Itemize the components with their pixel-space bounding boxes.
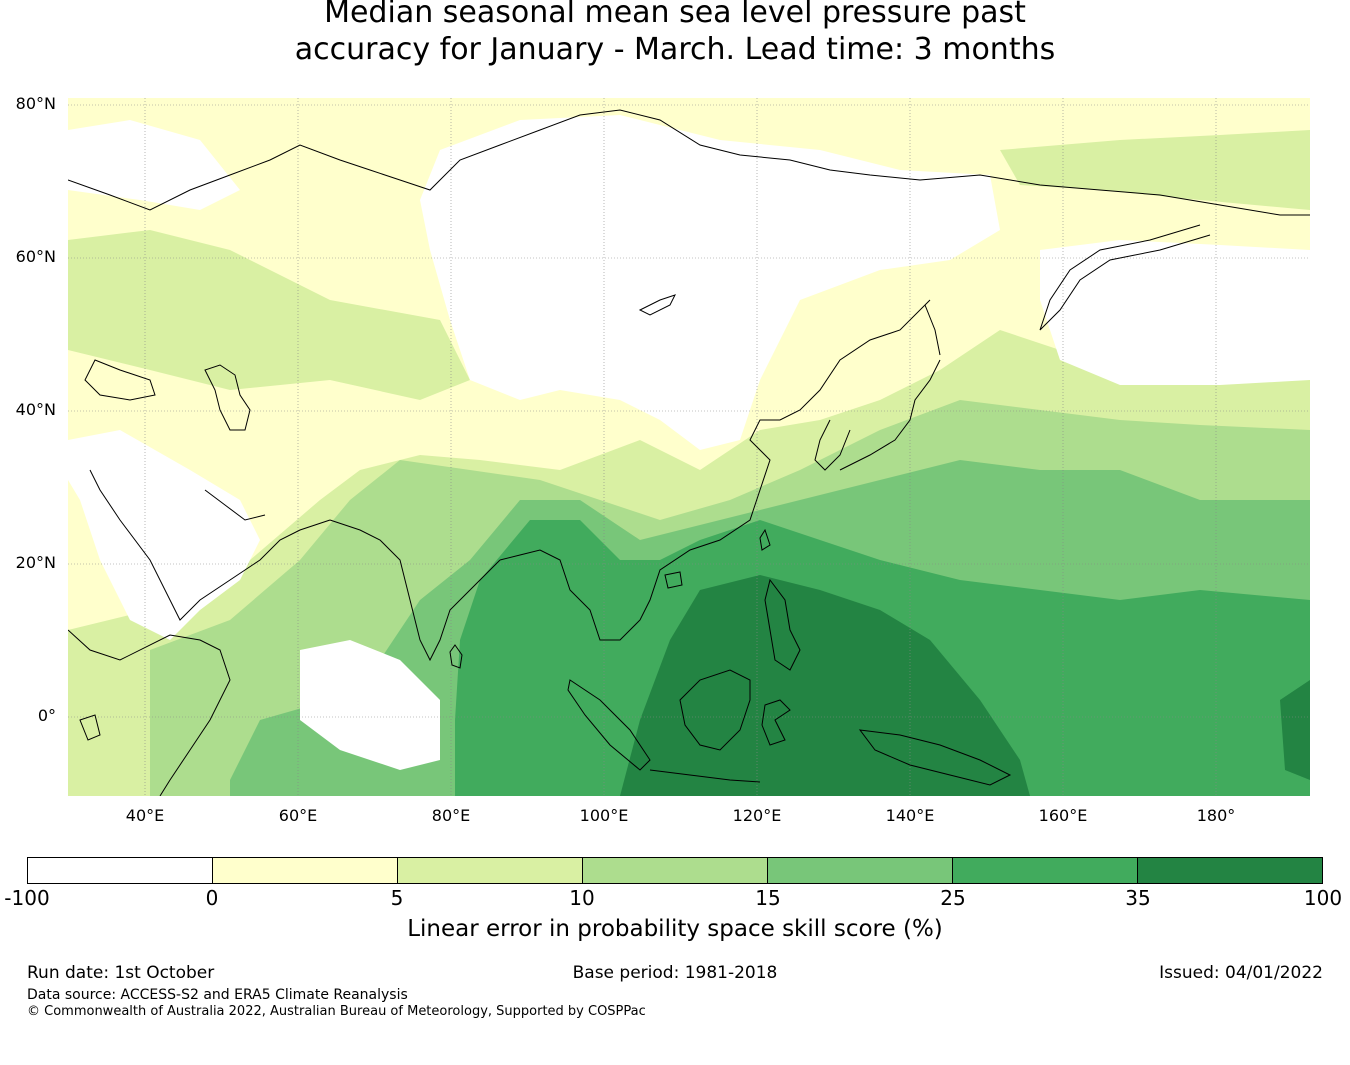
coast-taiwan	[759, 528, 771, 551]
lon-label-40: 40°E	[125, 806, 165, 825]
colorbar-segment-neg	[28, 858, 213, 883]
chart-title: Median seasonal mean sea level pressure …	[0, 0, 1350, 68]
coast-sumatra	[567, 679, 651, 771]
field-negative-arabia	[68, 430, 260, 640]
colorbar-tick: 25	[940, 886, 966, 910]
lat-label-60: 60°N	[15, 247, 56, 266]
lat-label-40: 40°N	[15, 400, 56, 419]
colorbar-label: Linear error in probability space skill …	[407, 916, 943, 942]
data-source: Data source: ACCESS-S2 and ERA5 Climate …	[27, 987, 408, 1003]
copyright: © Commonwealth of Australia 2022, Austra…	[27, 1004, 646, 1019]
coast-sri-lanka	[449, 644, 463, 669]
colorbar-segment-5-10	[398, 858, 583, 883]
colorbar-tick: 0	[205, 886, 219, 910]
run-date: Run date: 1st October	[27, 963, 215, 983]
field-5-10-north	[1000, 130, 1310, 210]
field-negative-siberia	[420, 115, 1000, 450]
title-line-2: accuracy for January - March. Lead time:…	[294, 32, 1056, 67]
colorbar-segment-15-25	[768, 858, 953, 883]
colorbar-segment-10-15	[583, 858, 768, 883]
coast-sulawesi	[761, 699, 791, 746]
coast-east-asia	[499, 299, 931, 641]
colorbar-tick: 35	[1125, 886, 1151, 910]
colorbar-tick: 5	[390, 886, 404, 910]
colorbar-tick: -100	[4, 886, 50, 910]
coast-arabia	[89, 469, 331, 621]
colorbar-tick: 10	[569, 886, 595, 910]
coast-korea	[814, 419, 851, 471]
coast-madagascar-area	[79, 714, 101, 741]
field-5-10-west	[68, 230, 470, 400]
coast-japan	[839, 359, 941, 471]
coast-africa-east	[68, 629, 231, 796]
coastlines	[68, 109, 1310, 796]
coast-black-sea	[84, 359, 156, 401]
colorbar-segment-0-5	[213, 858, 398, 883]
coast-persian-gulf	[204, 489, 266, 521]
lon-label-180: 180°	[1196, 806, 1236, 825]
coast-caspian	[204, 364, 251, 431]
lon-label-120: 120°E	[732, 806, 782, 825]
colorbar-tick: 100	[1303, 886, 1343, 910]
coast-eurasia-north	[68, 109, 1310, 216]
field-negative-pacific	[1040, 240, 1310, 385]
colorbar	[27, 857, 1323, 884]
skill-score-map	[68, 98, 1310, 796]
coast-baikal	[638, 294, 676, 316]
colorbar-segment-35-100	[1138, 858, 1322, 883]
lon-label-100: 100°E	[579, 806, 629, 825]
lat-label-0: 0°	[37, 706, 56, 725]
field-35-100	[620, 575, 1030, 796]
lon-label-80: 80°E	[431, 806, 471, 825]
coast-new-guinea	[858, 729, 1012, 786]
base-period: Base period: 1981-2018	[572, 963, 778, 983]
coast-java	[649, 769, 761, 783]
coast-hainan	[664, 571, 683, 589]
coast-philippines	[764, 578, 801, 671]
lat-label-80: 80°N	[15, 94, 56, 113]
field-negative-indian-ocean	[300, 640, 440, 770]
lat-label-20: 20°N	[15, 553, 56, 572]
colorbar-segment-25-35	[953, 858, 1138, 883]
coast-kamchatka	[1039, 224, 1211, 331]
coast-borneo	[679, 669, 751, 751]
coast-sakhalin	[924, 304, 941, 356]
lon-label-140: 140°E	[885, 806, 935, 825]
lon-label-60: 60°E	[278, 806, 318, 825]
issued-date: Issued: 04/01/2022	[1159, 963, 1323, 983]
title-line-1: Median seasonal mean sea level pressure …	[324, 0, 1026, 30]
colorbar-tick: 15	[755, 886, 781, 910]
coast-india	[329, 519, 501, 662]
lon-label-160: 160°E	[1038, 806, 1088, 825]
field-35-100-east	[1280, 680, 1310, 780]
